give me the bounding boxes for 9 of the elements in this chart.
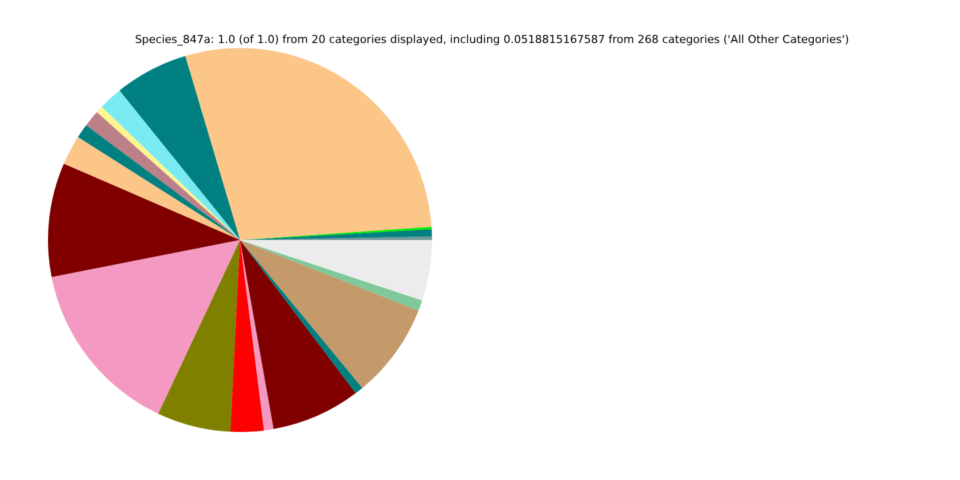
pie-slice <box>240 240 422 311</box>
pie-slice <box>240 240 432 300</box>
pie-slice <box>158 240 240 432</box>
pie-slice <box>240 240 419 388</box>
pie-slice <box>240 240 362 394</box>
pie-slice <box>230 240 264 432</box>
text: Species_847a: 1.0 (of 1.0) from 20 categories displayed, including 0.0518815167587 from 268 categories ('All Other Categories') <box>134 33 850 46</box>
pie-slice <box>48 164 240 278</box>
pie-slice <box>240 240 356 430</box>
